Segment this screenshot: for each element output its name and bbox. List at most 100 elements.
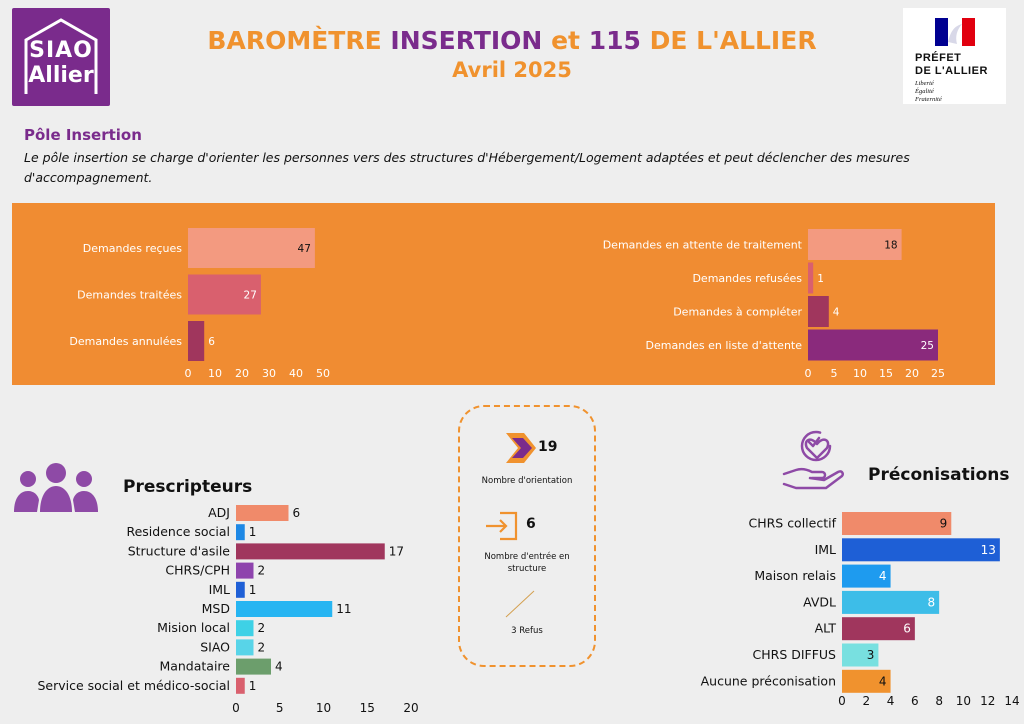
category-label: Residence social <box>126 524 230 539</box>
enter-door-icon <box>486 511 518 541</box>
arrow-orientation-icon <box>506 433 536 463</box>
tick-label: 0 <box>185 367 192 380</box>
bar-demandes-left <box>188 228 315 268</box>
bar-prescripteurs <box>236 677 245 694</box>
tick-label: 5 <box>831 367 838 380</box>
bar-demandes-right <box>808 262 814 294</box>
tick-label: 20 <box>403 701 418 715</box>
data-label: 6 <box>208 336 215 348</box>
tick-label: 20 <box>235 367 249 380</box>
nombre-entree-label: Nombre d'entrée en structure <box>484 552 570 574</box>
prefet-allier-logo: PRÉFET DE L'ALLIER Liberté Égalité Frate… <box>903 8 1006 104</box>
category-label: ALT <box>815 621 837 636</box>
category-label: Demandes à compléter <box>673 306 802 319</box>
bar-preconisations <box>842 669 891 693</box>
category-label: IML <box>209 582 230 597</box>
data-label: 2 <box>258 621 266 635</box>
bar-preconisations <box>842 564 891 588</box>
category-label: Structure d'asile <box>128 543 231 558</box>
tick-label: 0 <box>232 701 240 715</box>
bar-preconisations <box>842 538 1000 562</box>
tick-label: 0 <box>805 367 812 380</box>
data-label: 2 <box>258 640 266 654</box>
data-label: 4 <box>833 307 840 319</box>
tick-label: 10 <box>316 701 331 715</box>
data-label: 2 <box>258 564 266 578</box>
tick-label: 0 <box>838 694 846 708</box>
data-label: 8 <box>928 595 936 609</box>
tick-label: 8 <box>935 694 943 708</box>
bar-prescripteurs <box>236 658 271 675</box>
category-label: Aucune préconisation <box>701 673 836 688</box>
data-label: 4 <box>879 569 887 583</box>
category-label: Mision local <box>157 620 230 635</box>
nombre-orientation-value: 19 <box>538 439 558 455</box>
page-title: BAROMÈTRE INSERTION et 115 DE L'ALLIER <box>207 26 817 55</box>
data-label: 4 <box>879 674 887 688</box>
category-label: Demandes traitées <box>77 289 182 302</box>
bar-demandes-left <box>188 321 205 361</box>
category-label: CHRS/CPH <box>165 563 230 578</box>
bar-demandes-left <box>188 274 261 315</box>
bar-prescripteurs <box>236 581 245 598</box>
prefet-motto: Liberté Égalité Fraternité <box>915 80 942 103</box>
bar-demandes-right <box>808 229 902 260</box>
tick-label: 2 <box>862 694 870 708</box>
nombre-entree-value: 6 <box>526 516 536 532</box>
tick-label: 14 <box>1004 694 1019 708</box>
tick-label: 30 <box>262 367 276 380</box>
tick-label: 10 <box>956 694 971 708</box>
category-label: AVDL <box>803 594 836 609</box>
prefet-name: PRÉFET DE L'ALLIER <box>915 52 988 77</box>
data-label: 47 <box>298 243 311 255</box>
tick-label: 12 <box>980 694 995 708</box>
tick-label: 5 <box>276 701 284 715</box>
data-label: 13 <box>981 543 996 557</box>
tick-label: 15 <box>879 367 893 380</box>
bar-prescripteurs <box>236 524 245 541</box>
refus-divider <box>505 590 535 618</box>
bar-preconisations <box>842 512 952 535</box>
data-label: 6 <box>903 622 911 636</box>
data-label: 17 <box>389 544 404 558</box>
bar-preconisations <box>842 643 879 667</box>
nombre-orientation-label: Nombre d'orientation <box>481 476 573 486</box>
pole-title: Pôle Insertion <box>24 126 142 144</box>
data-label: 4 <box>275 660 283 674</box>
tick-label: 6 <box>911 694 919 708</box>
page-subtitle: Avril 2025 <box>452 58 572 82</box>
preconisations-title: Préconisations <box>868 465 1010 485</box>
category-label: Maison relais <box>754 568 836 583</box>
category-label: Demandes en attente de traitement <box>603 239 803 252</box>
data-label: 1 <box>817 273 824 285</box>
category-label: SIAO <box>200 639 230 654</box>
tick-label: 25 <box>931 367 945 380</box>
tick-label: 10 <box>853 367 867 380</box>
data-label: 1 <box>249 679 257 693</box>
category-label: Service social et médico-social <box>37 678 230 693</box>
category-label: Demandes refusées <box>692 272 802 285</box>
logo-siao-text: SIAO <box>29 38 93 63</box>
bar-prescripteurs <box>236 620 254 637</box>
bar-demandes-right <box>808 296 829 327</box>
data-label: 27 <box>244 290 257 302</box>
data-label: 11 <box>336 602 351 616</box>
category-label: Demandes reçues <box>83 242 182 255</box>
category-label: CHRS collectif <box>748 516 836 531</box>
bar-prescripteurs <box>236 543 385 560</box>
orientation-box: 19 Nombre d'orientation 6 Nombre d'entré… <box>458 405 596 667</box>
data-label: 1 <box>249 583 257 597</box>
data-label: 3 <box>867 648 875 662</box>
bar-preconisations <box>842 590 940 614</box>
tick-label: 20 <box>905 367 919 380</box>
category-label: Demandes annulées <box>69 335 182 348</box>
data-label: 25 <box>921 340 934 352</box>
refus-label: 3 Refus <box>511 626 543 636</box>
category-label: MSD <box>202 601 230 616</box>
tick-label: 4 <box>887 694 895 708</box>
data-label: 6 <box>293 506 301 520</box>
data-label: 9 <box>940 517 948 531</box>
marianne-flag-icon <box>935 18 975 46</box>
